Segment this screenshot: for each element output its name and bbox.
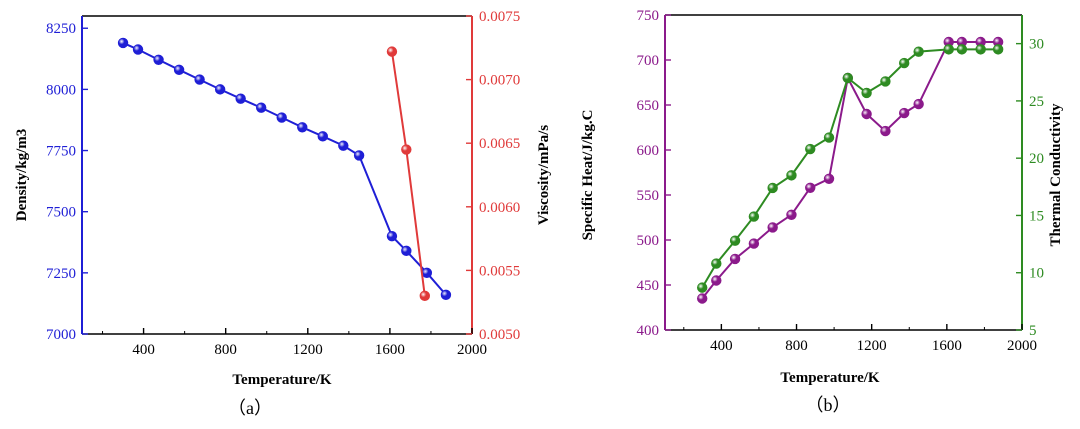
data-point-left — [786, 209, 797, 221]
left-y-tick-label: 650 — [637, 98, 660, 114]
x-tick-label: 2000 — [457, 342, 487, 358]
data-point-right — [975, 44, 986, 55]
right-y-tick-label: 0.0070 — [479, 73, 520, 89]
data-point-left — [338, 140, 349, 151]
data-point-left — [767, 222, 778, 233]
x-axis-label: Temperature/K — [232, 372, 331, 388]
data-point-left — [697, 293, 708, 304]
data-point-right — [748, 211, 760, 222]
right-y-tick-label: 5 — [1029, 323, 1037, 339]
chart-panel-b: 400 800 1200 1600 2000 400 450 500 550 600 650 700 7… — [580, 8, 1064, 415]
left-y-tick-label: 750 — [637, 8, 660, 24]
left-y-axis-label: Specific Heat/J/kg.C — [580, 110, 596, 241]
data-point-right — [956, 44, 968, 55]
data-point-left — [194, 74, 205, 85]
data-point-left — [353, 150, 365, 161]
left-y-tick-label: 600 — [637, 143, 660, 159]
chart-panel-a: 400 800 1200 1600 2000 7000 7250 7500 7750 8000 82… — [14, 9, 552, 418]
data-point-left — [729, 253, 741, 265]
left-y-tick-label: 8000 — [46, 82, 76, 98]
series-line-right — [390, 51, 426, 296]
data-point-right — [419, 290, 430, 302]
right-y-tick-label: 0.0060 — [479, 200, 520, 216]
left-y-tick-label: 400 — [637, 323, 660, 339]
data-point-left — [317, 131, 328, 142]
data-point-right — [992, 44, 1004, 55]
data-point-right — [943, 44, 954, 55]
panel-label: （b） — [806, 395, 851, 415]
left-y-tick-label: 550 — [637, 188, 660, 204]
data-point-left — [861, 108, 872, 120]
data-point-left — [898, 107, 910, 119]
data-point-right — [823, 132, 835, 143]
data-point-left — [823, 173, 835, 185]
right-y-tick-label: 0.0065 — [479, 136, 520, 152]
data-point-left — [421, 267, 433, 279]
data-point-left — [132, 44, 144, 55]
data-point-left — [401, 245, 412, 257]
left-y-tick-label: 8250 — [46, 21, 76, 37]
data-point-right — [401, 144, 412, 155]
right-y-axis-label: Thermal Conductivity — [1048, 103, 1064, 246]
left-y-tick-label: 7250 — [46, 266, 76, 282]
data-point-right — [913, 46, 924, 57]
data-point-left — [276, 112, 287, 123]
data-point-right — [805, 143, 816, 155]
series-line-left — [122, 41, 447, 296]
data-point-right — [729, 235, 741, 246]
panel-label: （a） — [228, 398, 272, 418]
right-y-tick-label: 15 — [1029, 208, 1044, 224]
right-y-tick-label: 10 — [1029, 266, 1044, 282]
x-tick-label: 2000 — [1007, 338, 1037, 354]
data-point-left — [255, 102, 267, 113]
left-y-tick-label: 500 — [637, 233, 660, 249]
data-point-right — [711, 258, 722, 269]
data-point-left — [235, 93, 246, 104]
data-point-left — [173, 64, 185, 76]
data-point-right — [842, 72, 854, 84]
right-y-tick-label: 25 — [1029, 94, 1044, 110]
data-point-left — [913, 98, 924, 110]
data-point-left — [880, 125, 891, 137]
data-point-left — [297, 122, 308, 133]
data-point-right — [861, 87, 872, 99]
right-y-axis-label: Viscosity/mPa/s — [536, 125, 552, 225]
x-tick-label: 1200 — [293, 342, 323, 358]
left-y-tick-label: 7500 — [46, 205, 76, 221]
x-tick-label: 400 — [710, 338, 733, 354]
data-point-right — [898, 57, 910, 69]
data-point-left — [440, 289, 452, 301]
x-tick-label: 1600 — [932, 338, 962, 354]
data-point-left — [805, 182, 816, 194]
left-y-tick-label: 700 — [637, 53, 660, 69]
x-tick-label: 1200 — [857, 338, 887, 354]
series-line-right — [701, 48, 999, 289]
data-point-left — [214, 84, 226, 95]
data-point-right — [386, 46, 398, 57]
data-point-left — [748, 238, 760, 249]
right-y-tick-label: 30 — [1029, 37, 1044, 53]
data-point-left — [386, 230, 398, 242]
data-point-right — [880, 76, 891, 87]
data-point-left — [711, 275, 722, 286]
data-point-left — [117, 37, 129, 49]
left-y-axis-label: Density/kg/m3 — [14, 129, 30, 222]
x-tick-label: 800 — [214, 342, 237, 358]
x-tick-label: 1600 — [375, 342, 405, 358]
right-y-tick-label: 0.0055 — [479, 263, 520, 279]
x-tick-label: 400 — [132, 342, 155, 358]
right-y-tick-label: 0.0050 — [479, 327, 520, 343]
data-point-right — [767, 182, 778, 194]
left-y-tick-label: 450 — [637, 278, 660, 294]
x-axis-label: Temperature/K — [780, 370, 879, 386]
data-point-right — [786, 170, 797, 181]
data-point-left — [153, 54, 164, 65]
x-tick-label: 800 — [785, 338, 808, 354]
left-y-tick-label: 7750 — [46, 144, 76, 160]
left-y-tick-label: 7000 — [46, 327, 76, 343]
data-point-right — [697, 282, 708, 293]
right-y-tick-label: 0.0075 — [479, 9, 520, 25]
right-y-tick-label: 20 — [1029, 151, 1044, 167]
